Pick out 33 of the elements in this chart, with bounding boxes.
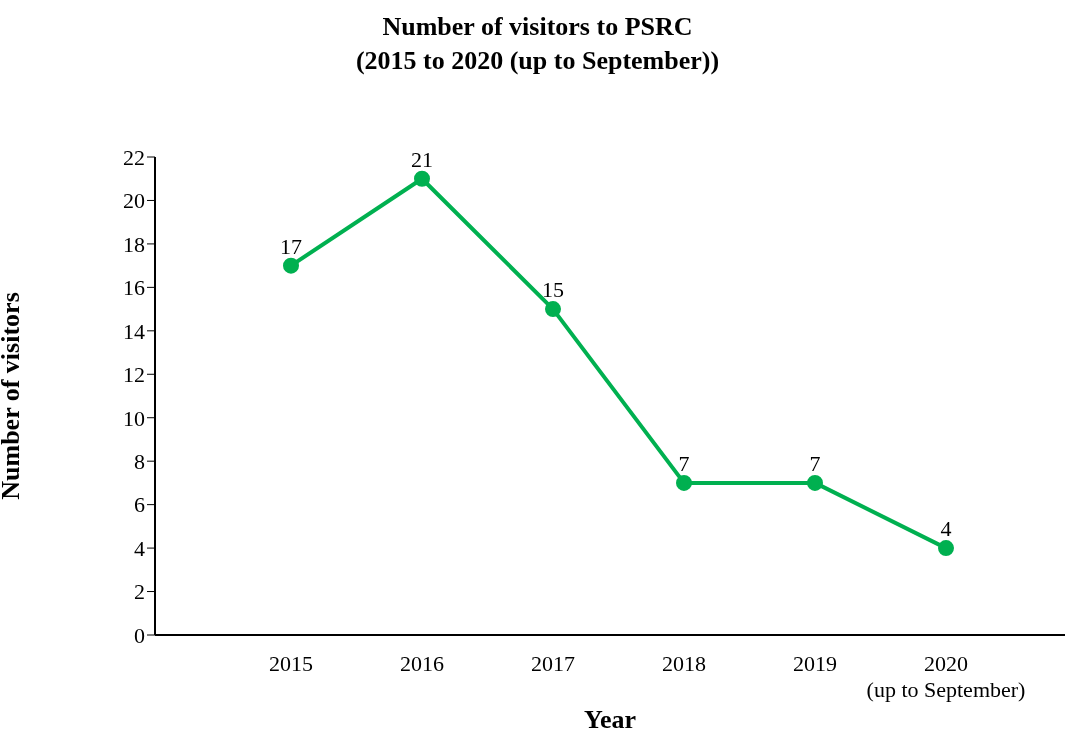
y-tick-label: 6 — [134, 492, 145, 518]
point — [676, 474, 692, 491]
x-axis-title: Year — [584, 705, 636, 734]
data-label: 7 — [809, 450, 821, 476]
x-tick-label: 2015 — [269, 651, 313, 676]
chart-title: Number of visitors to PSRC (2015 to 2020 (up to September)) — [354, 11, 721, 77]
point — [414, 170, 430, 187]
y-tick-label: 22 — [123, 144, 145, 170]
y-tick-label: 0 — [134, 622, 145, 648]
point — [938, 540, 954, 557]
x-tick-label: 2019 — [793, 651, 837, 676]
point — [545, 301, 561, 318]
y-tick-label: 2 — [134, 579, 145, 605]
data-label: 21 — [411, 146, 433, 172]
y-tick-label: 14 — [123, 318, 145, 344]
data-label: 15 — [542, 277, 564, 303]
y-axis-title: Number of visitors — [0, 292, 26, 500]
x-tick-label: 2016 — [400, 651, 444, 676]
y-tick-label: 12 — [123, 362, 145, 388]
point — [283, 257, 299, 274]
y-tick-label: 10 — [123, 405, 145, 431]
x-tick-label: 2020 (up to September) — [866, 651, 1026, 702]
y-tick-label: 16 — [123, 275, 145, 301]
x-tick-label: 2017 — [531, 651, 575, 676]
y-tick-label: 18 — [123, 231, 145, 257]
x-tick-label: 2018 — [662, 651, 706, 676]
data-label: 7 — [678, 450, 690, 476]
y-tick-label: 8 — [134, 448, 145, 474]
point — [807, 474, 823, 491]
y-tick-label: 4 — [134, 535, 145, 561]
y-tick-label: 20 — [123, 188, 145, 214]
data-label: 4 — [940, 516, 952, 542]
data-label: 17 — [280, 233, 302, 259]
